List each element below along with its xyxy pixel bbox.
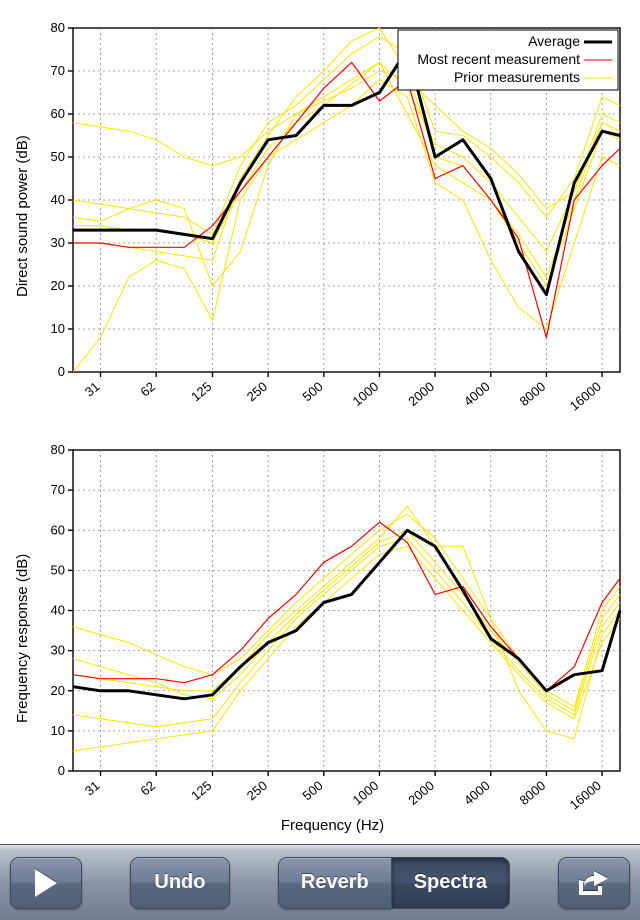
share-icon	[576, 868, 612, 898]
top-chart: 0 10 20 30 40 50 60 70 80 31 62 125 250 500 1000 2000 40…	[35, 20, 630, 412]
svg-text:80: 80	[51, 442, 65, 457]
svg-text:20: 20	[51, 683, 65, 698]
svg-text:80: 80	[51, 20, 65, 35]
mode-segmented-control: Reverb Spectra	[278, 857, 510, 909]
play-button[interactable]	[10, 857, 82, 909]
svg-text:125: 125	[188, 778, 214, 803]
svg-text:31: 31	[82, 379, 103, 400]
chart-area: Direct sound power (dB) 0 10 20 30 40 50 60 70 8…	[0, 0, 640, 844]
svg-text:62: 62	[137, 778, 158, 799]
svg-text:Average: Average	[528, 33, 580, 49]
svg-text:1000: 1000	[350, 379, 382, 409]
svg-text:Most recent measurement: Most recent measurement	[417, 51, 580, 67]
svg-text:2000: 2000	[405, 778, 437, 808]
svg-text:250: 250	[244, 778, 270, 803]
reverb-tab[interactable]: Reverb	[278, 857, 391, 909]
svg-text:4000: 4000	[461, 379, 493, 409]
svg-text:10: 10	[51, 723, 65, 738]
bottom-chart-ylabel: Frequency response (dB)	[10, 442, 35, 834]
svg-text:20: 20	[51, 278, 65, 293]
svg-text:4000: 4000	[461, 778, 493, 808]
svg-text:500: 500	[299, 778, 325, 803]
svg-text:70: 70	[51, 63, 65, 78]
toolbar: Undo Reverb Spectra	[0, 844, 640, 920]
global-xlabel: Frequency (Hz)	[35, 811, 630, 834]
svg-text:40: 40	[51, 192, 65, 207]
svg-text:0: 0	[58, 364, 65, 379]
svg-text:50: 50	[51, 562, 65, 577]
svg-text:16000: 16000	[567, 379, 604, 412]
svg-text:250: 250	[244, 379, 270, 404]
bottom-chart: 0 10 20 30 40 50 60 70 80 31 62 125 250 500 1000 2000 40…	[35, 442, 630, 811]
play-icon	[35, 869, 57, 897]
svg-text:70: 70	[51, 482, 65, 497]
undo-button[interactable]: Undo	[130, 857, 230, 909]
svg-text:16000: 16000	[567, 778, 604, 811]
bottom-chart-container: Frequency response (dB) 0 10 20 30 40 50 60 70 8…	[10, 442, 630, 834]
svg-text:500: 500	[299, 379, 325, 404]
svg-text:Prior measurements: Prior measurements	[454, 69, 580, 85]
spectra-tab[interactable]: Spectra	[391, 857, 510, 909]
top-chart-container: Direct sound power (dB) 0 10 20 30 40 50 60 70 8…	[10, 20, 630, 412]
bottom-plot-wrap: 0 10 20 30 40 50 60 70 80 31 62 125 250 500 1000 2000 40…	[35, 442, 630, 834]
svg-text:50: 50	[51, 149, 65, 164]
svg-text:8000: 8000	[517, 778, 549, 808]
svg-text:60: 60	[51, 106, 65, 121]
svg-text:30: 30	[51, 643, 65, 658]
svg-text:60: 60	[51, 522, 65, 537]
svg-text:125: 125	[188, 379, 214, 404]
svg-text:40: 40	[51, 603, 65, 618]
svg-text:31: 31	[82, 778, 103, 799]
svg-text:62: 62	[137, 379, 158, 400]
top-plot-wrap: 0 10 20 30 40 50 60 70 80 31 62 125 250 500 1000 2000 40…	[35, 20, 630, 412]
svg-text:30: 30	[51, 235, 65, 250]
svg-text:10: 10	[51, 321, 65, 336]
svg-text:1000: 1000	[350, 778, 382, 808]
svg-text:0: 0	[58, 763, 65, 778]
svg-text:8000: 8000	[517, 379, 549, 409]
svg-text:2000: 2000	[405, 379, 437, 409]
top-chart-ylabel: Direct sound power (dB)	[10, 20, 35, 412]
share-button[interactable]	[558, 857, 630, 909]
